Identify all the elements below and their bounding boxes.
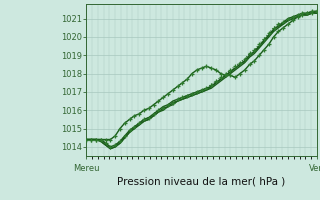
X-axis label: Pression niveau de la mer( hPa ): Pression niveau de la mer( hPa )	[117, 177, 286, 187]
